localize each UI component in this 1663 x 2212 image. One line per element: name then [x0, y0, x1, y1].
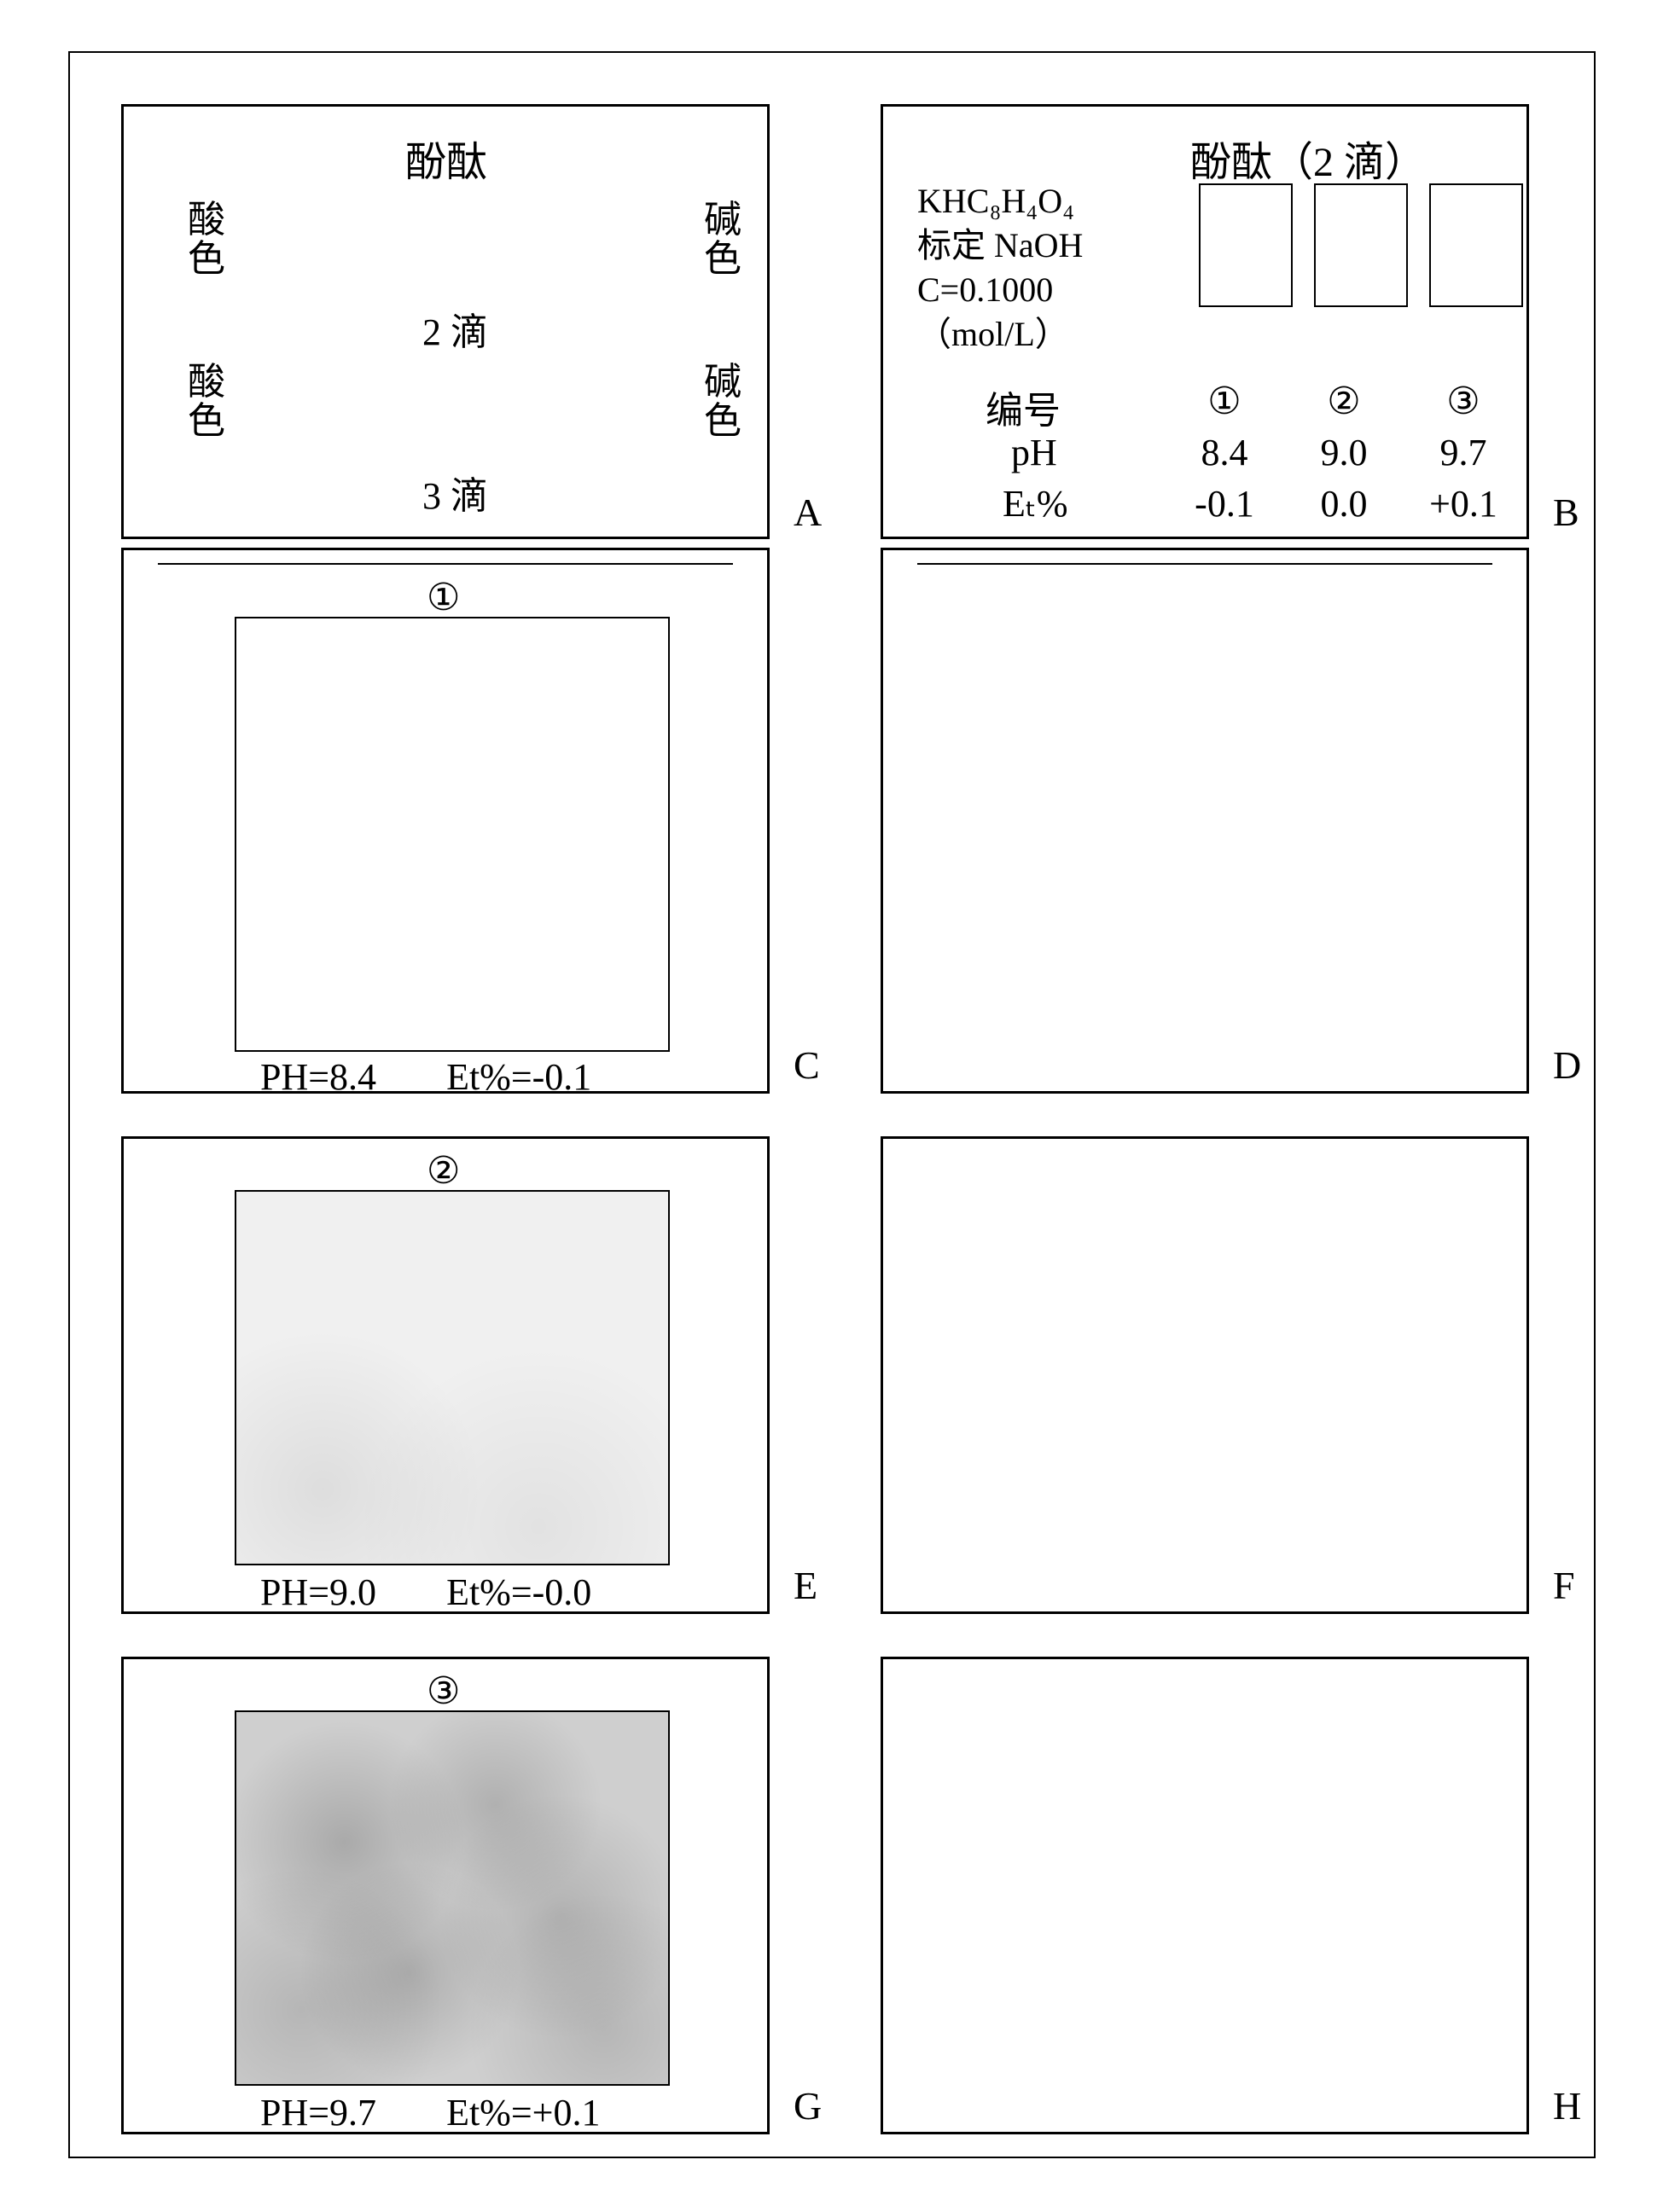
base-label2: 碱色 [704, 361, 741, 442]
panelB-circ3: ③ [1404, 380, 1523, 434]
panelA-drops2: 3 滴 [422, 465, 488, 520]
panelB-row-et: Eₜ% -0.1 0.0 +0.1 [986, 482, 1532, 525]
panelB-et3: +0.1 [1404, 482, 1523, 525]
panel-D [881, 548, 1529, 1094]
panelA-strip2-right: 碱色 [704, 363, 741, 441]
panelB-unit: （mol/L） [917, 312, 1083, 357]
panelC-line: PH=8.4 Et%=-0.1 [260, 1055, 591, 1099]
panel-A: 酚酞 酸色 碱色 2 滴 酸色 碱色 3 滴 [121, 104, 770, 539]
label-F: F [1553, 1563, 1575, 1608]
panelB-side-text: KHC₈H₄O₄ 标定 NaOH C=0.1000 （mol/L） [917, 179, 1083, 357]
label-H: H [1553, 2083, 1581, 2128]
panelB-ph3: 9.7 [1404, 431, 1523, 474]
panelB-titrant: 标定 NaOH [917, 224, 1083, 268]
panelB-box3 [1429, 183, 1523, 307]
panelG-circ: ③ [427, 1669, 460, 1713]
panelA-strip1-right: 碱色 [704, 200, 741, 279]
panelE-ph: PH=9.0 [260, 1571, 376, 1613]
panelB-phlbl: pH [986, 431, 1165, 474]
outer-frame: 酚酞 酸色 碱色 2 滴 酸色 碱色 3 滴 A 酚酞（2 滴） KHC₈H₄O… [68, 51, 1596, 2158]
panelB-et1: -0.1 [1165, 482, 1284, 525]
panelB-et2: 0.0 [1284, 482, 1404, 525]
panelE-et: Et%=-0.0 [446, 1571, 591, 1613]
label-A: A [794, 490, 822, 535]
panelB-box1 [1199, 183, 1293, 307]
panelA-strip1-left: 酸色 [188, 200, 225, 279]
panelG-line: PH=9.7 Et%=+0.1 [260, 2091, 600, 2134]
panelB-conc: C=0.1000 [917, 268, 1083, 312]
panelB-circ2: ② [1284, 380, 1404, 434]
panelB-ph2: 9.0 [1284, 431, 1404, 474]
panel-B: 酚酞（2 滴） KHC₈H₄O₄ 标定 NaOH C=0.1000 （mol/L… [881, 104, 1529, 539]
panelB-row-ph: pH 8.4 9.0 9.7 [986, 431, 1532, 474]
panel-H [881, 1657, 1529, 2134]
panelB-reagent: KHC₈H₄O₄ [917, 179, 1083, 224]
panelG-et: Et%=+0.1 [446, 2092, 600, 2134]
panelB-etlbl: Eₜ% [986, 482, 1165, 525]
panelC-et: Et%=-0.1 [446, 1056, 591, 1098]
label-C: C [794, 1042, 820, 1088]
panel-E: ② PH=9.0 Et%=-0.0 [121, 1136, 770, 1614]
panel-F [881, 1136, 1529, 1614]
panelA-title: 酚酞 [405, 128, 487, 188]
panelB-box2 [1314, 183, 1408, 307]
label-D: D [1553, 1042, 1581, 1088]
panelB-row-number: 编号 ① ② ③ [986, 380, 1532, 434]
panelA-strip2-left: 酸色 [188, 363, 225, 441]
panelA-drops1: 2 滴 [422, 301, 488, 356]
label-E: E [794, 1563, 817, 1608]
panelD-topline [917, 563, 1492, 565]
panel-G: ③ PH=9.7 Et%=+0.1 [121, 1657, 770, 2134]
panelB-bianhao: 编号 [986, 380, 1165, 434]
panelC-ph: PH=8.4 [260, 1056, 376, 1098]
base-label1: 碱色 [704, 199, 741, 280]
label-B: B [1553, 490, 1579, 535]
panelE-swatch [235, 1190, 670, 1565]
panelG-swatch [235, 1710, 670, 2086]
panelB-ph1: 8.4 [1165, 431, 1284, 474]
label-G: G [794, 2083, 822, 2128]
acid-label1: 酸色 [188, 199, 225, 280]
panelB-title: 酚酞（2 滴） [1190, 128, 1426, 188]
panelE-line: PH=9.0 Et%=-0.0 [260, 1570, 591, 1614]
panelC-topline [158, 563, 733, 565]
panelC-swatch [235, 617, 670, 1052]
acid-label2: 酸色 [188, 361, 225, 442]
panelE-circ: ② [427, 1149, 460, 1193]
panel-C: ① PH=8.4 Et%=-0.1 [121, 548, 770, 1094]
panelG-ph: PH=9.7 [260, 2092, 376, 2134]
panelC-circ: ① [427, 576, 460, 619]
panelB-circ1: ① [1165, 380, 1284, 434]
